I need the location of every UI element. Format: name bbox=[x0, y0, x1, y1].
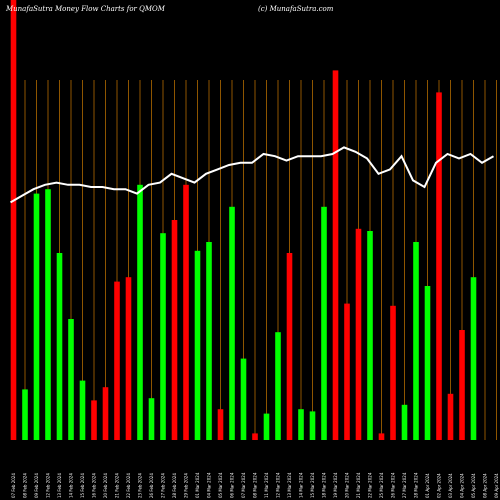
bar bbox=[229, 206, 235, 440]
x-tick-label: 26 Feb 2024 bbox=[149, 473, 154, 498]
x-tick-label: 14 Feb 2024 bbox=[69, 473, 74, 498]
x-tick-label: 08 Apr 2024 bbox=[483, 473, 488, 498]
bar bbox=[68, 319, 74, 440]
bar bbox=[240, 358, 247, 440]
x-tick-label: 28 Mar 2024 bbox=[414, 472, 419, 498]
bar bbox=[459, 330, 465, 440]
bar bbox=[102, 387, 109, 440]
x-tick-label: 02 Apr 2024 bbox=[437, 473, 442, 498]
x-tick-label: 08 Mar 2024 bbox=[253, 472, 258, 498]
bar bbox=[160, 233, 166, 440]
x-tick-label: 13 Feb 2024 bbox=[57, 473, 62, 498]
bar bbox=[194, 250, 201, 440]
x-tick-label: 22 Mar 2024 bbox=[368, 472, 373, 498]
x-tick-label: 07 Mar 2024 bbox=[241, 472, 246, 498]
x-tick-label: 05 Apr 2024 bbox=[471, 473, 476, 498]
bar bbox=[436, 92, 442, 441]
x-tick-label: 21 Mar 2024 bbox=[356, 472, 361, 498]
bar bbox=[413, 242, 419, 440]
bar bbox=[33, 193, 40, 440]
bar bbox=[183, 184, 189, 440]
x-tick-label: 28 Feb 2024 bbox=[172, 473, 177, 498]
bar bbox=[125, 277, 132, 440]
bar bbox=[45, 189, 51, 440]
x-tick-label: 01 Mar 2024 bbox=[195, 472, 200, 498]
bar bbox=[10, 0, 17, 440]
x-tick-label: 03 Apr 2024 bbox=[448, 473, 453, 498]
x-tick-label: 09 Apr 2024 bbox=[494, 473, 499, 498]
bar bbox=[447, 393, 454, 440]
x-tick-label: 01 Apr 2024 bbox=[425, 473, 430, 498]
bar bbox=[148, 398, 155, 440]
x-tick-label: 09 Feb 2024 bbox=[34, 473, 39, 498]
x-tick-label: 15 Feb 2024 bbox=[80, 473, 85, 498]
bar bbox=[206, 242, 212, 440]
bar bbox=[378, 433, 385, 440]
x-tick-label: 16 Feb 2024 bbox=[92, 473, 97, 498]
bar bbox=[298, 409, 304, 440]
x-tick-label: 19 Mar 2024 bbox=[333, 472, 338, 498]
x-tick-label: 26 Mar 2024 bbox=[391, 472, 396, 498]
bar bbox=[332, 70, 339, 441]
x-tick-label: 04 Mar 2024 bbox=[207, 472, 212, 498]
x-tick-label: 22 Feb 2024 bbox=[126, 473, 131, 498]
x-tick-label: 13 Mar 2024 bbox=[287, 472, 292, 498]
x-tick-label: 12 Mar 2024 bbox=[276, 472, 281, 498]
bar bbox=[344, 303, 350, 440]
x-tick-label: 20 Mar 2024 bbox=[345, 472, 350, 498]
bar bbox=[367, 231, 373, 440]
x-tick-label: 25 Mar 2024 bbox=[379, 472, 384, 498]
bar bbox=[470, 277, 477, 440]
x-tick-label: 14 Mar 2024 bbox=[299, 472, 304, 498]
bar bbox=[56, 253, 63, 440]
x-tick-label: 04 Apr 2024 bbox=[460, 473, 465, 498]
bar bbox=[275, 332, 281, 440]
bar bbox=[217, 409, 224, 440]
bar bbox=[79, 380, 86, 440]
bar bbox=[91, 400, 97, 440]
money-flow-line bbox=[10, 146, 494, 204]
x-tick-label: 20 Feb 2024 bbox=[103, 473, 108, 498]
bar bbox=[424, 286, 431, 440]
x-tick-label: 27 Mar 2024 bbox=[402, 472, 407, 498]
bar bbox=[22, 389, 28, 440]
x-tick-label: 18 Mar 2024 bbox=[322, 472, 327, 498]
x-tick-label: 05 Mar 2024 bbox=[218, 472, 223, 498]
bar bbox=[263, 413, 270, 440]
bar bbox=[321, 206, 327, 440]
bar bbox=[137, 184, 143, 440]
bar bbox=[355, 228, 362, 440]
bar bbox=[390, 305, 396, 440]
chart-copyright: (c) MunafaSutra.com bbox=[258, 5, 334, 13]
money-flow-line-group bbox=[10, 146, 494, 204]
x-tick-label: 21 Feb 2024 bbox=[115, 473, 120, 498]
bar bbox=[114, 281, 120, 440]
x-tick-label: 27 Feb 2024 bbox=[161, 473, 166, 498]
bar bbox=[309, 411, 316, 440]
x-tick-label: 23 Feb 2024 bbox=[138, 473, 143, 498]
bar bbox=[252, 433, 258, 440]
x-axis-tick-labels: 07 Feb 2024 08 Feb 2024 09 Feb 2024 12 Feb … bbox=[11, 472, 499, 498]
x-tick-label: 11 Mar 2024 bbox=[264, 472, 269, 498]
bar bbox=[171, 220, 178, 440]
bars-group bbox=[10, 0, 477, 441]
bar bbox=[401, 404, 408, 440]
x-tick-label: 29 Feb 2024 bbox=[184, 473, 189, 498]
x-tick-label: 07 Feb 2024 bbox=[11, 473, 16, 498]
chart-title: MunafaSutra Money Flow Charts for QMOM bbox=[5, 5, 166, 13]
x-tick-label: 08 Feb 2024 bbox=[23, 473, 28, 498]
x-tick-label: 12 Feb 2024 bbox=[46, 473, 51, 498]
x-tick-label: 15 Mar 2024 bbox=[310, 472, 315, 498]
bar bbox=[286, 253, 293, 440]
x-tick-label: 06 Mar 2024 bbox=[230, 472, 235, 498]
